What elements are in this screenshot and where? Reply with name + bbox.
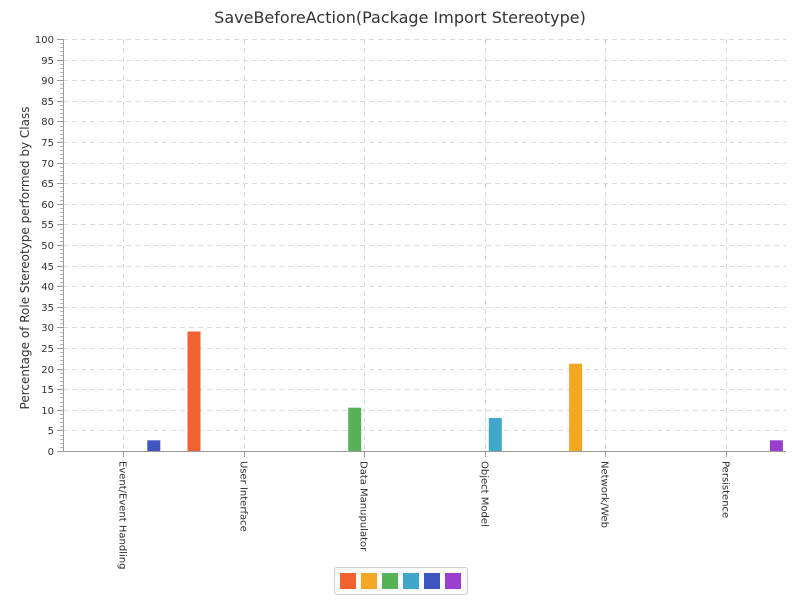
y-tick-label: 10 (41, 406, 54, 417)
y-tick-label: 30 (41, 323, 54, 334)
bar (488, 418, 502, 451)
bar (187, 331, 201, 451)
grid (63, 39, 786, 451)
y-tick-label: 35 (41, 303, 54, 314)
legend-swatch (382, 573, 398, 589)
y-tick-label: 20 (41, 365, 54, 376)
y-tick-label: 85 (41, 97, 54, 108)
y-tick-label: 70 (41, 159, 54, 170)
bar (769, 440, 783, 451)
bars (147, 331, 783, 451)
y-tick-label: 50 (41, 241, 54, 252)
x-tick-label: Persistence (720, 461, 731, 518)
x-tick-label: Network/Web (599, 461, 610, 528)
legend-swatch (403, 573, 419, 589)
y-tick-label: 0 (48, 447, 54, 458)
legend-swatch (361, 573, 377, 589)
x-tick-label: Object Model (479, 461, 490, 527)
legend (334, 567, 468, 595)
y-tick-label: 100 (35, 35, 54, 46)
y-tick-label: 5 (48, 426, 54, 437)
legend-swatch (445, 573, 461, 589)
chart-title: SaveBeforeAction(Package Import Stereoty… (214, 8, 586, 27)
legend-swatch (340, 573, 356, 589)
x-tick-label: User Interface (238, 461, 249, 532)
y-tick-label: 25 (41, 344, 54, 355)
y-axis-label: Percentage of Role Stereotype performed … (18, 107, 32, 410)
y-tick-label: 45 (41, 262, 54, 273)
x-tick-label: Data Manupulator (358, 461, 369, 552)
y-tick-label: 60 (41, 200, 54, 211)
legend-swatch (424, 573, 440, 589)
y-tick-label: 65 (41, 179, 54, 190)
y-tick-label: 15 (41, 385, 54, 396)
y-tick-label: 95 (41, 56, 54, 67)
y-tick-label: 80 (41, 117, 54, 128)
y-tick-label: 55 (41, 220, 54, 231)
y-tick-label: 90 (41, 76, 54, 87)
y-tick-label: 75 (41, 138, 54, 149)
bar (147, 440, 161, 451)
bar (569, 363, 583, 451)
x-axis: Event/Event Handling User Interface Data M… (63, 451, 786, 569)
y-tick-label: 40 (41, 282, 54, 293)
bar (348, 407, 362, 451)
x-tick-label: Event/Event Handling (117, 461, 128, 569)
y-axis: 0 5 10 15 20 25 30 35 40 45 50 55 60 65 70 75 80 85 90 95 10… (35, 35, 64, 458)
